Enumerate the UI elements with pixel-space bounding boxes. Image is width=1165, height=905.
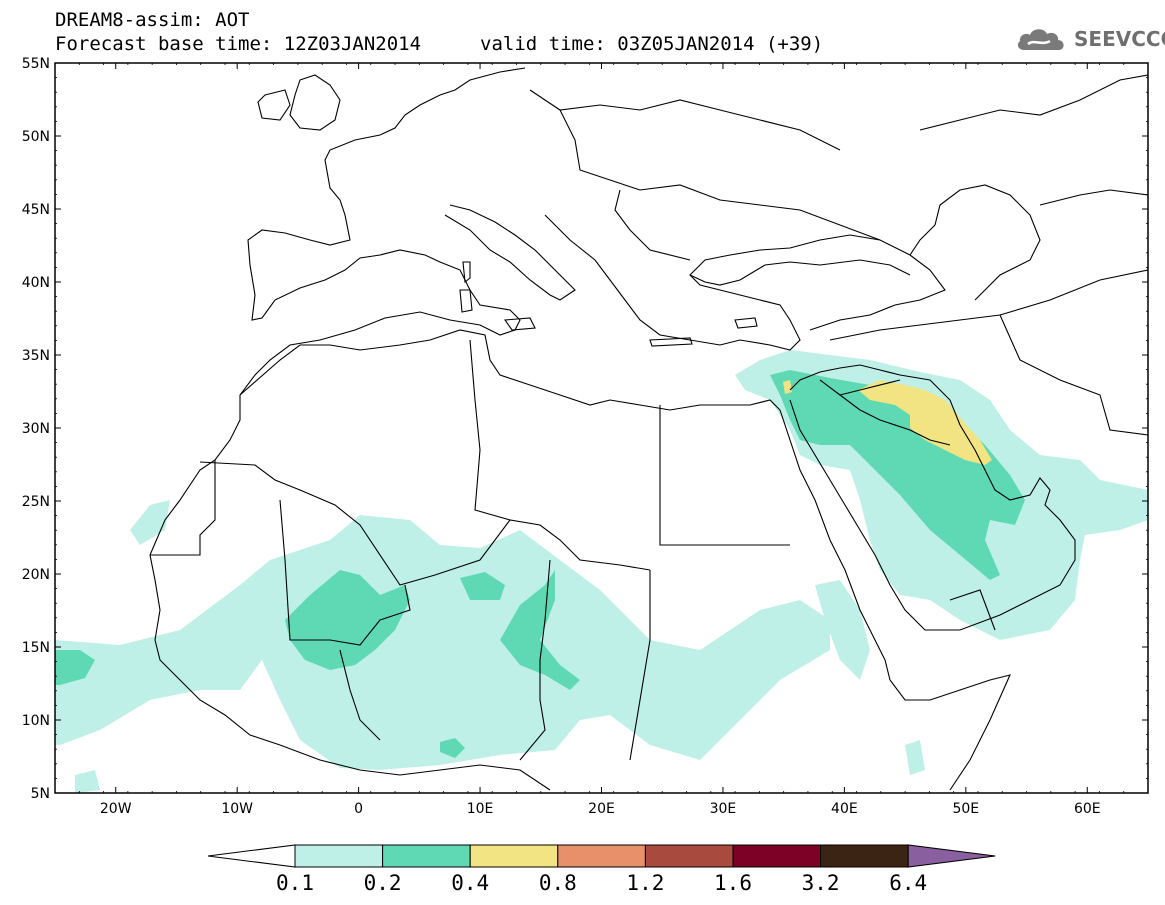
lat-tick-label: 55N (22, 56, 50, 72)
lon-tick-label: 50E (952, 801, 979, 817)
lat-tick-label: 40N (22, 275, 50, 291)
lat-tick-label: 50N (22, 129, 50, 145)
colorbar-segment (382, 844, 471, 868)
longitude-axis: 20W 10W 0 10E 20E 30E 40E 50E 60E (54, 63, 1149, 817)
lon-tick-label: 10E (467, 801, 494, 817)
colorbar-low-arrow (207, 844, 296, 868)
lat-tick-label: 15N (22, 640, 50, 656)
aot-contour-0.4-levant (783, 380, 792, 394)
lat-tick-label: 10N (22, 713, 50, 729)
colorbar-segment (732, 844, 822, 868)
seevccc-logo: SEEVCCC (1016, 24, 1165, 54)
logo-text: SEEVCCC (1074, 27, 1165, 51)
cloud-icon (1017, 29, 1064, 50)
colorbar-label: 1.6 (714, 871, 752, 895)
aot-contour-0.2-mali (285, 570, 410, 670)
aot-contour-0.1-red-sea (815, 580, 870, 680)
coastlines-borders (149, 67, 1148, 791)
colorbar-label: 0.4 (451, 871, 489, 895)
aot-contour-0.1-sw-corner (75, 770, 100, 793)
lat-tick-label: 20N (22, 567, 50, 583)
colorbar-label: 0.1 (276, 871, 314, 895)
lon-tick-label: 10W (221, 801, 253, 817)
aot-contour-0.2-niger (460, 572, 505, 600)
latitude-axis: 55N 50N 45N 40N 35N 30N 25N 20N 15N 10N 5N (22, 56, 1148, 802)
aot-contour-0.2-chad (500, 570, 580, 690)
aot-contour-0.1-horn (905, 740, 925, 775)
map-title: DREAM8-assim: AOT (55, 9, 250, 31)
colorbar-label: 0.2 (364, 871, 402, 895)
lat-tick-label: 35N (22, 348, 50, 364)
aot-contour-0.4-iraq (858, 380, 992, 465)
colorbar-segment (644, 844, 734, 868)
lon-tick-label: 20W (100, 801, 132, 817)
colorbar: 0.1 0.2 0.4 0.8 1.2 1.6 3.2 6.4 (207, 844, 996, 895)
lon-tick-label: 20E (588, 801, 615, 817)
colorbar-segment (294, 844, 384, 868)
aot-contour-0.1-west-sahara (130, 500, 170, 545)
colorbar-label: 1.2 (626, 871, 664, 895)
lon-tick-label: 30E (710, 801, 737, 817)
aot-shading (55, 350, 1148, 793)
colorbar-label: 6.4 (889, 871, 927, 895)
aot-contour-0.1-sahel (55, 515, 830, 770)
colorbar-label: 0.8 (539, 871, 577, 895)
colorbar-label: 3.2 (802, 871, 840, 895)
lat-tick-label: 5N (31, 786, 50, 802)
colorbar-segment (469, 844, 559, 868)
lat-tick-label: 30N (22, 421, 50, 437)
aot-contour-0.2-west-coast (55, 650, 95, 685)
lon-tick-label: 40E (831, 801, 858, 817)
lon-tick-label: 60E (1074, 801, 1101, 817)
colorbar-high-arrow (907, 844, 996, 868)
aot-contour-0.2-nigeria (440, 738, 465, 758)
valid-time: valid time: 03Z05JAN2014 (+39) (480, 33, 824, 55)
aot-contour-0.1-east-africa (680, 620, 770, 745)
forecast-base-time: Forecast base time: 12Z03JAN2014 (55, 33, 422, 55)
lat-tick-label: 25N (22, 494, 50, 510)
lon-tick-label: 0 (354, 801, 363, 817)
colorbar-segment (820, 844, 909, 868)
lat-tick-label: 45N (22, 202, 50, 218)
colorbar-segment (557, 844, 646, 868)
